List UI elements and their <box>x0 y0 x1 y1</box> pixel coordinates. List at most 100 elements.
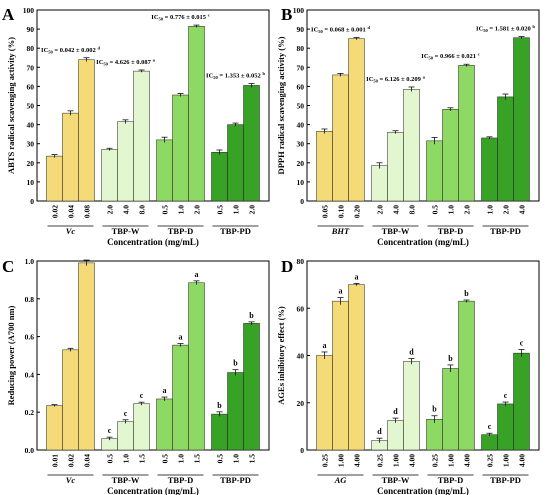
y-tick-label: 20 <box>27 159 35 168</box>
y-axis-label: ABTS radical scavenging activity (%) <box>6 37 16 174</box>
concentration-label: 0.10 <box>337 205 346 218</box>
group-name: TBP-PD <box>220 226 251 236</box>
bar <box>481 434 498 451</box>
group-name: Vc <box>66 475 76 485</box>
group-name: TBP-W <box>112 475 140 485</box>
bar <box>332 74 349 202</box>
group-name: Vc <box>66 226 76 236</box>
panel-c: C 0.0 0.2 0.4 0.6 0.8 1.0 Reducing power (A700 … <box>2 257 270 495</box>
concentration-label: 1.0 <box>486 205 495 215</box>
concentration-label: 0.05 <box>321 205 330 218</box>
significance-letter: d <box>393 407 398 416</box>
ic50-annotation: IC50 = 0.966 ± 0.021 c <box>421 52 479 61</box>
concentration-label: 2.0 <box>193 205 202 215</box>
concentration-label: 1.5 <box>138 454 147 464</box>
ic50-annotation: IC50 = 1.353 ± 0.052 b <box>206 71 265 80</box>
y-tick-label: 70 <box>27 63 35 72</box>
group-tbp-pd: c 0.25 c 1.00 c 4.00 TBP-PD <box>481 339 530 485</box>
bar <box>426 140 443 202</box>
concentration-label: 1.5 <box>193 454 202 464</box>
bar <box>188 282 205 451</box>
y-axis-label: DPPH radical scavenging activity (%) <box>276 36 286 174</box>
concentration-label: 1.5 <box>248 454 257 464</box>
group-tbp-w: 2.0 4.0 8.0 TBP-W IC50 = 4.626 ± 0.087 a <box>96 57 155 236</box>
bar <box>227 124 244 202</box>
group-name: TBP-D <box>168 475 194 485</box>
significance-letter: b <box>249 311 254 320</box>
concentration-label: 2.0 <box>376 205 385 215</box>
significance-letter: b <box>217 401 222 410</box>
y-tick-label: 0.2 <box>25 408 35 417</box>
significance-letter: c <box>488 422 492 431</box>
panel-letter: D <box>281 257 293 276</box>
ic50-annotation: IC50 = 0.068 ± 0.001 d <box>311 25 370 34</box>
group-tbp-pd: 1.0 2.0 4.0 TBP-PD IC50 = 1.581 ± 0.020 b <box>476 24 535 236</box>
group-name: TBP-W <box>382 226 410 236</box>
group-name: TBP-D <box>168 226 194 236</box>
concentration-label: 0.5 <box>106 454 115 464</box>
concentration-label: 0.5 <box>216 205 225 215</box>
concentration-label: 0.02 <box>67 454 76 467</box>
bar <box>403 361 420 451</box>
bar <box>426 419 443 451</box>
group-name: AG <box>334 475 348 485</box>
group-name: BHT <box>331 226 350 236</box>
x-axis-label: Concentration (mg/mL) <box>107 237 199 247</box>
concentration-label: 1.0 <box>122 454 131 464</box>
bar <box>117 421 134 451</box>
concentration-label: 0.5 <box>161 454 170 464</box>
concentration-label: 0.02 <box>51 205 60 218</box>
ic50-annotation: IC50 = 4.626 ± 0.087 a <box>96 57 155 66</box>
group-name: TBP-W <box>112 226 140 236</box>
group-tbp-w: 2.0 4.0 8.0 TBP-W IC50 = 6.126 ± 0.209 a <box>366 74 425 236</box>
bar <box>117 121 134 202</box>
concentration-label: 1.00 <box>392 454 401 467</box>
y-tick-label: 70 <box>297 63 305 72</box>
group-ag: a 0.25 a 1.00 a 4.00 AG <box>316 272 365 485</box>
significance-letter: c <box>520 339 524 348</box>
group-tbp-d: a 0.5 a 1.0 a 1.5 TBP-D <box>156 270 205 485</box>
bar <box>513 352 530 451</box>
significance-letter: c <box>124 409 128 418</box>
significance-letter: b <box>464 289 469 298</box>
significance-letter: b <box>233 359 238 368</box>
y-tick-label: 0 <box>300 197 304 206</box>
y-tick-label: 40 <box>297 352 305 361</box>
concentration-label: 0.5 <box>161 205 170 215</box>
bar <box>46 155 63 202</box>
bar <box>227 372 244 451</box>
group-tbp-w: c 0.5 c 1.0 c 1.5 TBP-W <box>101 391 150 485</box>
concentration-label: 1.00 <box>502 454 511 467</box>
significance-letter: b <box>432 405 437 414</box>
group-name: TBP-D <box>438 226 464 236</box>
concentration-label: 1.00 <box>447 454 456 467</box>
concentration-label: 4.00 <box>353 454 362 467</box>
y-tick-label: 60 <box>27 82 35 91</box>
bar <box>62 349 79 451</box>
y-tick-label: 100 <box>23 6 35 15</box>
bar <box>481 137 498 202</box>
significance-letter: c <box>504 391 508 400</box>
significance-letter: d <box>377 427 382 436</box>
bar <box>133 70 150 202</box>
panel-b: B 0 10 20 30 40 50 60 70 80 90 100 DPPH radical scav… <box>276 5 540 247</box>
concentration-label: 0.01 <box>51 454 60 467</box>
significance-letter: a <box>355 272 359 281</box>
concentration-label: 1.0 <box>232 205 241 215</box>
y-tick-label: 40 <box>297 121 305 130</box>
significance-letter: a <box>163 386 167 395</box>
concentration-label: 1.0 <box>177 205 186 215</box>
bar <box>62 112 79 202</box>
y-tick-label: 90 <box>27 25 35 34</box>
bar <box>188 25 205 202</box>
group-name: TBP-W <box>382 475 410 485</box>
bar <box>156 398 173 451</box>
concentration-label: 2.0 <box>502 205 511 215</box>
concentration-label: 4.00 <box>408 454 417 467</box>
bar <box>497 96 514 202</box>
concentration-label: 0.04 <box>83 454 92 467</box>
panel-letter: C <box>2 257 14 276</box>
bar <box>156 139 173 202</box>
y-tick-label: 20 <box>297 399 305 408</box>
y-tick-label: 80 <box>27 44 35 53</box>
